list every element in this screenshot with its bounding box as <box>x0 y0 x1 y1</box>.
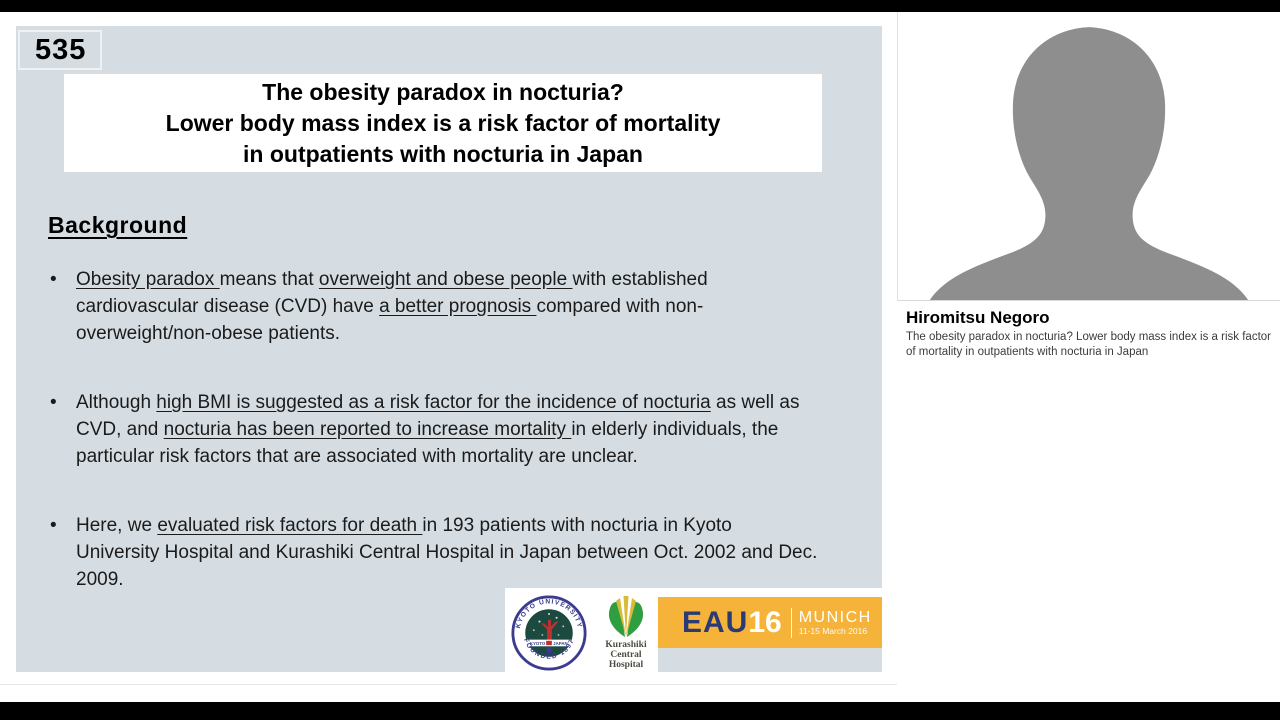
underlined-text: high BMI is suggested as a risk factor f… <box>156 392 711 413</box>
bullet-list: • Obesity paradox means that overweight a… <box>48 266 818 635</box>
underlined-text: nocturia has been reported to increase m… <box>163 419 572 440</box>
logo-strip: KYOTO JAPAN KYOTO UNIVERSITY FOUNDED 189… <box>505 588 882 672</box>
underlined-text: Obesity paradox <box>76 269 220 290</box>
presentation-slide: 535 The obesity paradox in nocturia? Low… <box>16 26 882 672</box>
kurashiki-logo-text: Kurashiki Central Hospital <box>605 640 647 670</box>
section-heading: Background <box>48 212 188 238</box>
plain-text: in 193 patients with nocturia in Kyoto U… <box>76 515 818 590</box>
person-silhouette-icon <box>929 27 1249 300</box>
eau-brand-text: EAU <box>682 605 749 639</box>
eau-divider <box>790 607 792 638</box>
kurashiki-leaf-icon <box>608 596 644 637</box>
letterbox-bottom <box>0 702 1280 720</box>
kurashiki-hospital-logo: Kurashiki Central Hospital <box>597 594 655 670</box>
eau-city-text: MUNICH <box>798 608 872 626</box>
plain-text: Although <box>76 392 157 413</box>
eau16-congress-logo: EAU 16 MUNICH 11-15 March 2016 <box>658 597 882 648</box>
speaker-photo <box>897 12 1280 301</box>
letterbox-top <box>0 0 1280 12</box>
plain-text: in elderly individuals, the particular r… <box>76 419 779 467</box>
bullet-marker: • <box>50 269 57 290</box>
plain-text: means that <box>219 269 319 290</box>
underlined-text: overweight and obese people <box>318 269 573 290</box>
bullet-item: • Here, we evaluated risk factors for dea… <box>48 512 818 593</box>
eau-year-text: 16 <box>748 605 782 639</box>
slide-title-line: Lower body mass index is a risk factor o… <box>165 110 721 136</box>
slide-title-line: in outpatients with nocturia in Japan <box>243 141 643 167</box>
video-area[interactable]: 535 The obesity paradox in nocturia? Low… <box>0 12 897 685</box>
slide-title-line: The obesity paradox in nocturia? <box>262 79 624 105</box>
bullet-item: • Although high BMI is suggested as a ris… <box>48 389 818 470</box>
bullet-item: • Obesity paradox means that overweight a… <box>48 266 818 347</box>
underlined-text: a better prognosis <box>379 296 537 317</box>
plain-text: as well as CVD, and <box>76 392 800 440</box>
abstract-number-badge: 535 <box>18 30 102 70</box>
speaker-panel: Hiromitsu Negoro The obesity paradox in … <box>897 12 1280 702</box>
svg-text:KYOTO: KYOTO <box>530 641 546 646</box>
underlined-text: evaluated risk factors for death <box>157 515 423 536</box>
svg-text:JAPAN: JAPAN <box>553 641 567 646</box>
plain-text: compared with non-overweight/non-obese p… <box>76 296 704 344</box>
kyoto-tree-emblem <box>541 619 559 641</box>
bullet-marker: • <box>50 515 57 536</box>
kyoto-university-logo: KYOTO JAPAN KYOTO UNIVERSITY FOUNDED 189… <box>511 595 587 671</box>
logo-strip-filler <box>658 648 882 672</box>
bullet-marker: • <box>50 392 57 413</box>
speaker-name: Hiromitsu Negoro <box>906 308 1050 327</box>
plain-text: with established cardiovascular disease … <box>76 269 708 317</box>
plain-text: Here, we <box>76 515 158 536</box>
eau-dates-text: 11-15 March 2016 <box>798 625 868 636</box>
speaker-description: The obesity paradox in nocturia? Lower b… <box>906 331 1271 358</box>
slide-title: The obesity paradox in nocturia? Lower b… <box>64 74 822 172</box>
